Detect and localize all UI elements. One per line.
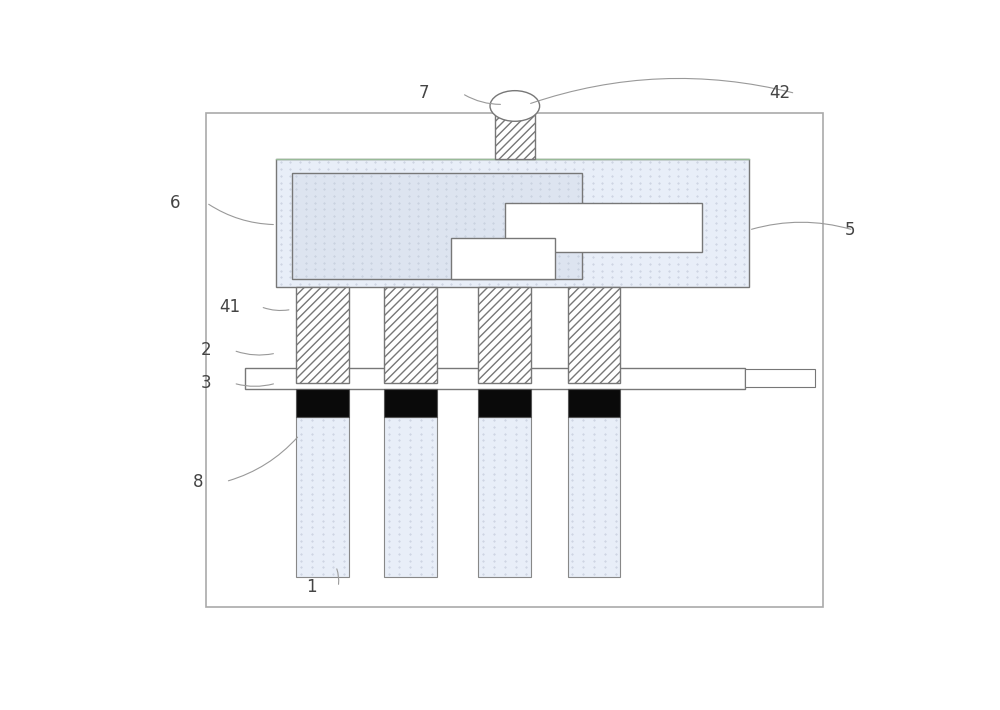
Bar xyxy=(568,388,620,417)
Text: 1: 1 xyxy=(306,578,316,596)
Bar xyxy=(568,417,620,577)
Text: 42: 42 xyxy=(769,84,790,102)
Bar xyxy=(478,388,531,417)
Bar xyxy=(478,288,531,383)
Bar xyxy=(568,288,620,383)
Bar xyxy=(478,417,531,577)
Text: 3: 3 xyxy=(201,374,212,392)
Bar xyxy=(296,417,349,577)
Bar xyxy=(292,173,582,279)
Bar xyxy=(245,368,745,388)
Bar xyxy=(745,369,815,387)
Bar xyxy=(296,288,349,383)
Bar xyxy=(296,388,349,417)
Text: 2: 2 xyxy=(201,342,212,359)
Bar xyxy=(505,203,702,252)
Text: 8: 8 xyxy=(193,473,204,491)
Text: 41: 41 xyxy=(219,297,240,316)
Text: 7: 7 xyxy=(418,84,429,102)
Bar xyxy=(206,113,822,607)
Bar xyxy=(384,417,437,577)
Bar xyxy=(384,388,437,417)
Ellipse shape xyxy=(490,91,540,121)
Text: 6: 6 xyxy=(170,194,181,212)
Text: 5: 5 xyxy=(844,221,855,239)
Bar xyxy=(450,239,555,279)
Bar xyxy=(276,159,749,288)
Bar xyxy=(384,288,437,383)
Bar xyxy=(495,113,535,159)
